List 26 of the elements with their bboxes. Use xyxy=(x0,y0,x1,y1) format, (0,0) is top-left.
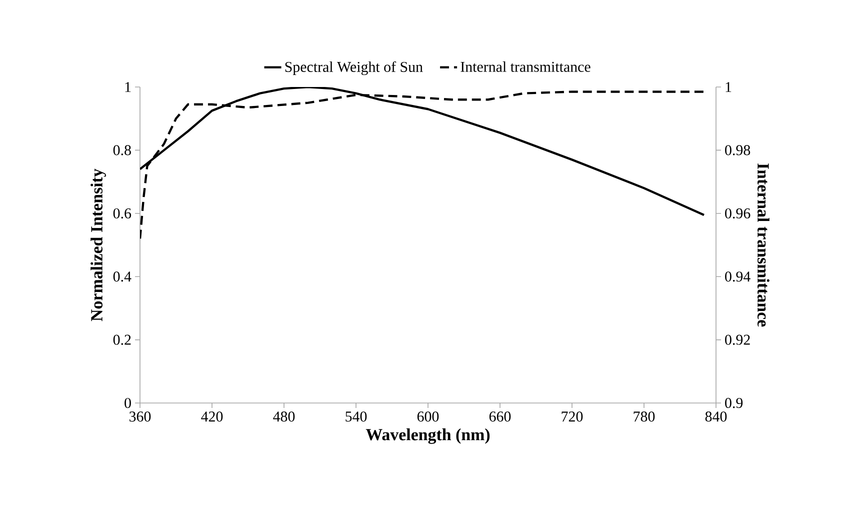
x-tick-label: 480 xyxy=(273,412,295,422)
y-tick-label: 1 xyxy=(125,82,131,92)
x-tick-label: 660 xyxy=(489,412,511,422)
y-axis-title: Normalized Intensity xyxy=(90,168,106,322)
y2-tick-label: 0.92 xyxy=(725,334,750,345)
x-tick-label: 780 xyxy=(634,412,655,422)
y-tick-label: 0.2 xyxy=(113,334,131,345)
y2-tick-label: 0.9 xyxy=(725,398,743,408)
y-tick-label: 0.8 xyxy=(113,145,131,156)
y-tick-label: 0.6 xyxy=(113,208,132,218)
y-tick-label: 0.4 xyxy=(113,272,132,282)
x-axis-title: Wavelength (nm) xyxy=(366,428,490,444)
x-tick-label: 420 xyxy=(201,412,223,422)
x-tick-label: 360 xyxy=(130,412,151,422)
legend-label: Spectral Weight of Sun xyxy=(285,61,423,76)
x-tick-label: 540 xyxy=(346,412,367,422)
y2-axis-title: Internal transmittance xyxy=(757,163,770,327)
x-tick-label: 840 xyxy=(705,412,727,422)
y2-tick-label: 1 xyxy=(726,82,732,92)
y2-tick-label: 0.96 xyxy=(725,208,750,218)
legend-label: Internal transmittance xyxy=(460,61,590,72)
y-tick-label: 0 xyxy=(124,398,131,408)
y2-tick-label: 0.94 xyxy=(725,272,750,282)
x-tick-label: 720 xyxy=(562,412,583,422)
x-tick-label: 600 xyxy=(417,412,439,422)
y2-tick-label: 0.98 xyxy=(725,145,750,156)
